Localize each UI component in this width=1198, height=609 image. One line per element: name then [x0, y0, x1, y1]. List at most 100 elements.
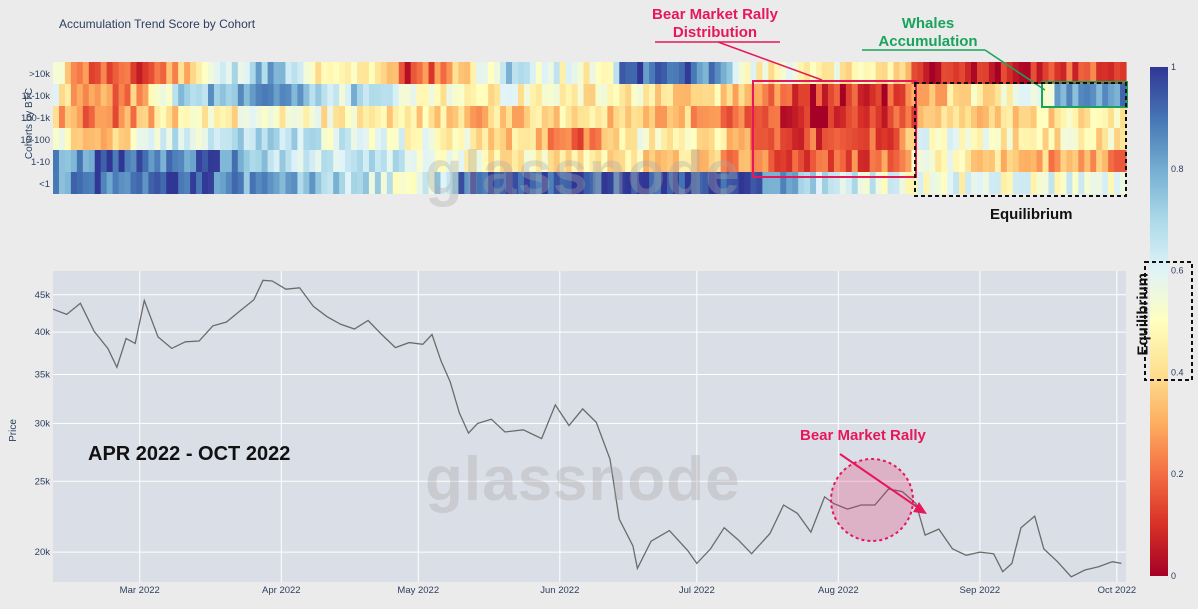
heatmap-cell	[124, 62, 132, 84]
heatmap-cell	[1060, 84, 1067, 106]
heatmap-cell	[88, 84, 96, 106]
heatmap-cell	[488, 128, 495, 150]
heatmap-cell	[428, 62, 436, 84]
heatmap-cell	[410, 62, 418, 84]
heatmap-cell	[142, 106, 149, 128]
heatmap-cell	[315, 128, 322, 150]
heatmap-cell	[345, 172, 352, 194]
heatmap-cell	[708, 84, 716, 106]
heatmap-cell	[821, 84, 829, 106]
heatmap-cell	[1066, 62, 1073, 84]
heatmap-cell	[291, 150, 298, 172]
heatmap-cell	[452, 84, 459, 106]
heatmap-cell	[231, 150, 239, 172]
heatmap-cell	[297, 84, 304, 106]
heatmap-cell	[422, 128, 430, 150]
heatmap-cell	[523, 128, 531, 150]
heatmap-cell	[374, 128, 382, 150]
heatmap-cell	[1108, 150, 1115, 172]
heatmap-cell	[672, 84, 680, 106]
heatmap-cell	[1102, 84, 1109, 106]
heatmap-cell	[309, 128, 316, 150]
heatmap-cell	[1054, 172, 1062, 194]
heatmap-cell	[368, 84, 376, 106]
heatmap-cell	[297, 106, 304, 128]
heatmap-cell	[1030, 62, 1038, 84]
heatmap-cell	[839, 62, 847, 84]
bear-rally-label: Bear Market Rally	[800, 427, 926, 444]
heatmap-cell	[100, 84, 108, 106]
heatmap-row-3	[53, 128, 1127, 150]
heatmap-cell	[333, 150, 340, 172]
heatmap-cell	[1030, 172, 1038, 194]
heatmap-row-5	[53, 172, 1127, 194]
heatmap-cell	[643, 106, 650, 128]
heatmap-cell	[684, 128, 692, 150]
heatmap-cell	[666, 128, 674, 150]
heatmap-cell	[440, 62, 448, 84]
heatmap-cell	[863, 172, 871, 194]
heatmap-cell	[106, 128, 114, 150]
heatmap-cell	[583, 62, 591, 84]
heatmap-cell	[315, 106, 322, 128]
heatmap-cell	[583, 150, 591, 172]
heatmap-cell	[1024, 84, 1032, 106]
heatmap-cell	[929, 150, 936, 172]
heatmap-cell	[541, 84, 549, 106]
heatmap-cell	[452, 150, 459, 172]
heatmap-cell	[523, 106, 531, 128]
heatmap-cell	[655, 150, 662, 172]
heatmap-cell	[917, 62, 924, 84]
heatmap-cell	[905, 172, 912, 194]
heatmap-cell	[225, 172, 233, 194]
heatmap-cell	[142, 172, 149, 194]
heatmap-cell	[911, 106, 918, 128]
heatmap-cell	[100, 172, 108, 194]
heatmap-cell	[714, 128, 722, 150]
heatmap-cell	[529, 106, 537, 128]
heatmap-cell	[166, 106, 173, 128]
heatmap-cell	[1120, 128, 1127, 150]
heatmap-cell	[196, 106, 203, 128]
annotation-overlay	[655, 41, 1193, 542]
heatmap-cell	[357, 106, 364, 128]
heatmap-cell	[53, 106, 60, 128]
distribution-connector	[717, 41, 823, 81]
heatmap-cell	[708, 106, 716, 128]
heatmap-cell	[494, 172, 501, 194]
heatmap-cell	[160, 84, 167, 106]
heatmap-cell	[1054, 84, 1062, 106]
heatmap-cell	[684, 84, 692, 106]
heatmap-cell	[893, 172, 901, 194]
heatmap-cell	[374, 106, 382, 128]
heatmap-cell	[184, 62, 191, 84]
heatmap-cell	[1000, 106, 1008, 128]
heatmap-cell	[798, 84, 805, 106]
heatmap-cell	[798, 106, 805, 128]
heatmap-cell	[64, 84, 72, 106]
heatmap-cell	[196, 172, 203, 194]
heatmap-cell	[988, 172, 996, 194]
heatmap-cell	[351, 62, 358, 84]
heatmap-cell	[261, 150, 269, 172]
heatmap-cell	[464, 150, 471, 172]
heatmap-cell	[768, 172, 775, 194]
heatmap-cell	[106, 62, 114, 84]
heatmap-cell	[702, 128, 710, 150]
heatmap-cell	[213, 62, 221, 84]
heatmap-cell	[237, 62, 245, 84]
heatmap-cell	[1012, 128, 1020, 150]
heatmap-cell	[398, 172, 406, 194]
heatmap-cell	[893, 150, 901, 172]
heatmap-cell	[804, 62, 811, 84]
heatmap-cell	[1078, 172, 1085, 194]
heatmap-cell	[577, 106, 585, 128]
heatmap-cell	[666, 150, 674, 172]
heatmap-cell	[744, 84, 752, 106]
heatmap-cell	[708, 150, 716, 172]
heatmap-cell	[762, 172, 769, 194]
heatmap-cell	[404, 84, 412, 106]
heatmap-cell	[786, 84, 793, 106]
heatmap-cell	[315, 172, 322, 194]
heatmap-cell	[380, 106, 388, 128]
